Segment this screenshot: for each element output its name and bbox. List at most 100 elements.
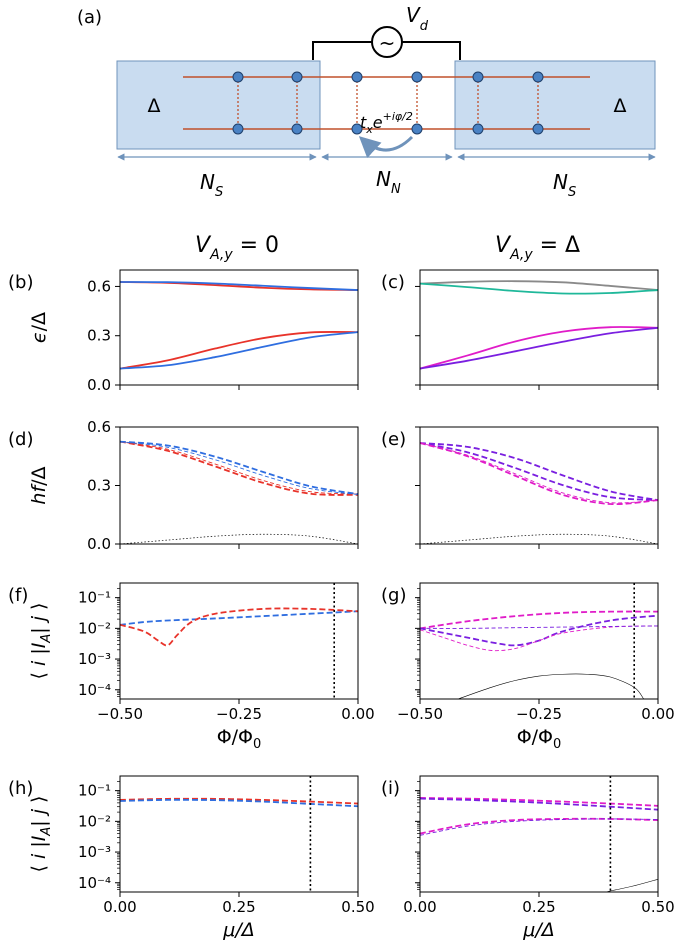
superconductor-left-box [116, 60, 321, 150]
column-title-right: VA,y = Δ [495, 233, 580, 263]
panel-label-a: (a) [77, 7, 102, 28]
y-tick-label: 10⁻¹ [78, 589, 111, 607]
y-tick-label: 10⁻¹ [78, 782, 111, 800]
series-group [120, 440, 358, 544]
x-tick-label: 0.00 [341, 705, 374, 723]
series-magenta-1 [420, 442, 658, 506]
x-tick-label: 0.50 [641, 898, 674, 916]
axes-frame [419, 269, 659, 386]
source-label: Vd [406, 3, 429, 34]
chart-panel-4: (f) −0.50 −0.25 0.00 10⁻⁴ 10⁻³ 10⁻² 10⁻¹ Φ/Φ0 ⟨ i… [8, 582, 375, 752]
x-axis-label: Φ/Φ0 [517, 726, 562, 752]
voltage-source-symbol: ~ [379, 31, 396, 55]
series-magenta-top [420, 610, 658, 630]
y-tick-label: 0.3 [87, 477, 111, 495]
axes-frame [419, 582, 659, 700]
series-black [420, 533, 658, 544]
axes-frame [119, 269, 359, 386]
panel-label: (c) [381, 272, 405, 293]
gap-left-label: Δ [148, 95, 161, 117]
series-blue [120, 798, 358, 808]
x-axis-label: μ/Δ [522, 919, 555, 941]
series-blue-1 [120, 440, 358, 495]
series-upper-gray [420, 280, 658, 291]
series-lower-purple [420, 326, 658, 370]
chart-panel-6: (h) 0.00 0.25 0.50 10⁻⁴ 10⁻³ 10⁻² 10⁻¹ μ/Δ ⟨ i |I… [8, 775, 375, 941]
panel-label: (d) [8, 429, 33, 450]
axes-frame [419, 426, 659, 545]
hopping-label: txe+iφ/2 [360, 110, 413, 136]
panel-label: (h) [8, 778, 33, 799]
y-axis-label: hf/Δ [28, 466, 50, 504]
source-wire-left [312, 41, 372, 60]
x-tick-label: 0.25 [222, 898, 255, 916]
hopping-arrow-icon [358, 135, 414, 159]
series-group [420, 610, 658, 699]
chart-panel-0: (b) 0.0 0.3 0.6 ϵ/Δ [8, 269, 359, 394]
series-group [420, 442, 658, 544]
rungs [237, 77, 539, 129]
series-lower-red [120, 330, 358, 370]
y-tick-label: 10⁻⁴ [78, 874, 111, 892]
schematic: (a) ~ Vd Δ Δ t [77, 3, 656, 200]
series-purple-1 [420, 442, 658, 502]
series-upper-blue [120, 281, 358, 291]
source-wire-right [402, 41, 461, 60]
y-tick-label: 10⁻³ [78, 843, 111, 861]
series-group [120, 797, 358, 808]
series-upper-teal [420, 282, 658, 295]
y-tick-label: 10⁻² [78, 619, 111, 637]
series-blue [120, 610, 358, 626]
x-axis-label: Φ/Φ0 [217, 726, 262, 752]
axes-frame [119, 582, 359, 700]
series-group [420, 280, 658, 370]
x-tick-label: 0.25 [522, 898, 555, 916]
series-group [120, 607, 358, 647]
panel-label: (f) [8, 585, 28, 606]
series-purple-2 [420, 442, 658, 502]
series-lower-magenta [420, 326, 658, 370]
series-group [120, 281, 358, 370]
series-purple-top [420, 797, 658, 811]
y-tick-label: 0.6 [87, 277, 111, 295]
chart-panel-1: (c) [381, 269, 659, 390]
panel-label: (e) [381, 429, 406, 450]
lattice-sites [232, 71, 544, 135]
panel-label: (i) [381, 778, 400, 799]
y-tick-label: 0.0 [87, 535, 111, 553]
chart-panel-3: (e) [381, 426, 659, 549]
region-right-label: NS [553, 170, 576, 200]
series-purple-thin [420, 625, 658, 629]
series-black [457, 673, 644, 699]
region-left-label: NS [200, 170, 223, 200]
series-blue-2 [120, 441, 358, 495]
y-tick-label: 10⁻³ [78, 650, 111, 668]
x-tick-label: −0.25 [216, 705, 262, 723]
superconductor-right-box [454, 60, 656, 150]
charts: (b) 0.0 0.3 0.6 ϵ/Δ (c) (d) 0.0 0.3 0.6 hf/Δ (e) (f)… [8, 269, 675, 941]
series-magenta-2 [420, 442, 658, 504]
series-red [120, 797, 358, 805]
series-group [420, 797, 658, 892]
x-tick-label: 0.00 [641, 705, 674, 723]
x-tick-label: 0.00 [103, 898, 136, 916]
y-tick-label: 0.3 [87, 327, 111, 345]
series-black [120, 533, 358, 544]
chart-panel-5: (g) −0.50 −0.25 0.00 Φ/Φ0 [381, 582, 675, 752]
panel-label: (g) [381, 585, 406, 606]
chart-panel-7: (i) 0.00 0.25 0.50 μ/Δ [381, 775, 675, 941]
series-lower-blue [120, 331, 358, 370]
y-tick-label: 0.6 [87, 418, 111, 436]
series-magenta-top [420, 797, 658, 807]
panel-label: (b) [8, 272, 33, 293]
x-tick-label: 0.50 [341, 898, 374, 916]
y-tick-label: 0.0 [87, 376, 111, 394]
region-mid-label: NN [376, 167, 401, 197]
x-axis-label: μ/Δ [222, 919, 255, 941]
series-purple-mid [420, 818, 658, 836]
series-black [605, 878, 658, 892]
chart-panel-2: (d) 0.0 0.3 0.6 hf/Δ [8, 418, 359, 553]
series-red-2 [120, 441, 358, 495]
y-tick-label: 10⁻⁴ [78, 681, 111, 699]
series-red [120, 607, 358, 647]
